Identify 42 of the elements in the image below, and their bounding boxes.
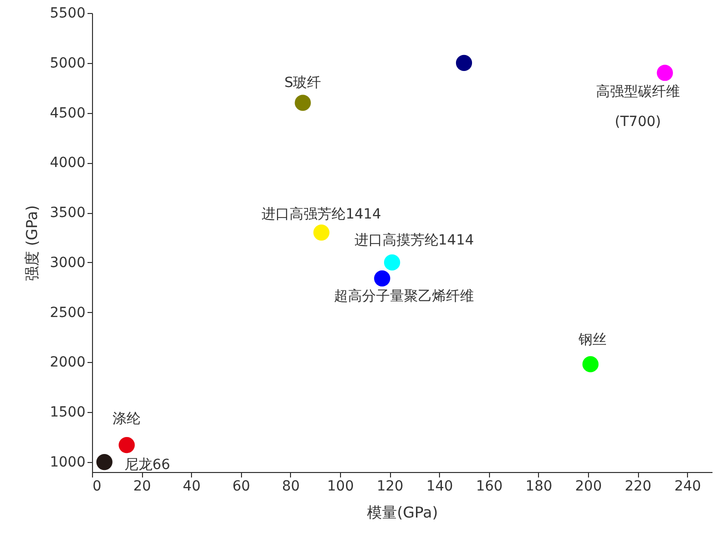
x-tick-label: 200 [575,478,602,494]
x-tick-label: 40 [182,478,201,494]
x-axis-title: 模量(GPa) [367,504,438,522]
annotation: S玻纤 [284,74,322,91]
y-tick-label: 5000 [50,55,86,72]
x-tick-label: 140 [426,478,454,494]
x-tick-label: 80 [282,478,300,494]
x-tick-label: 0 [92,478,102,494]
x-tick-label: 20 [133,478,152,494]
point [582,356,599,372]
x-tick-label: 60 [232,478,250,494]
x-tick-label: 240 [674,478,702,494]
y-axis-title: 强度 (GPa) [22,205,41,281]
annotation: 尼龙66 [124,457,170,474]
y-tick-label: 2500 [50,304,86,321]
point [456,54,472,71]
x-tick-label: 100 [327,478,354,494]
annotation: 超高分子量聚乙烯纤维 [334,288,474,304]
x-tick-label: 160 [476,478,503,494]
x-tick-label: 120 [376,478,404,494]
annotation: 高强型碳纤维 (T700) [596,84,680,130]
annotation: 进口高强芳纶1414 [262,206,382,223]
point [656,64,673,81]
y-tick-label: 1500 [50,404,86,421]
annotation: 进口高摸芳纶1414 [354,232,474,248]
point [313,224,330,241]
point [118,437,135,454]
point [96,454,112,470]
x-tick-label: 180 [526,478,552,494]
x-tick-label: 220 [624,478,652,494]
y-tick-label: 2000 [50,354,86,371]
y-tick-label: 1000 [50,454,86,471]
annotation: 钢丝 [577,332,606,348]
y-tick-label: 4000 [50,155,86,172]
point [384,254,400,271]
y-tick-label: 5500 [50,6,86,22]
point [294,94,311,111]
y-tick-label: 4500 [50,105,86,122]
y-tick-label: 3000 [50,254,86,271]
point [374,270,390,286]
y-tick-label: 3500 [50,205,86,222]
annotation: 涤纶 [112,411,141,428]
